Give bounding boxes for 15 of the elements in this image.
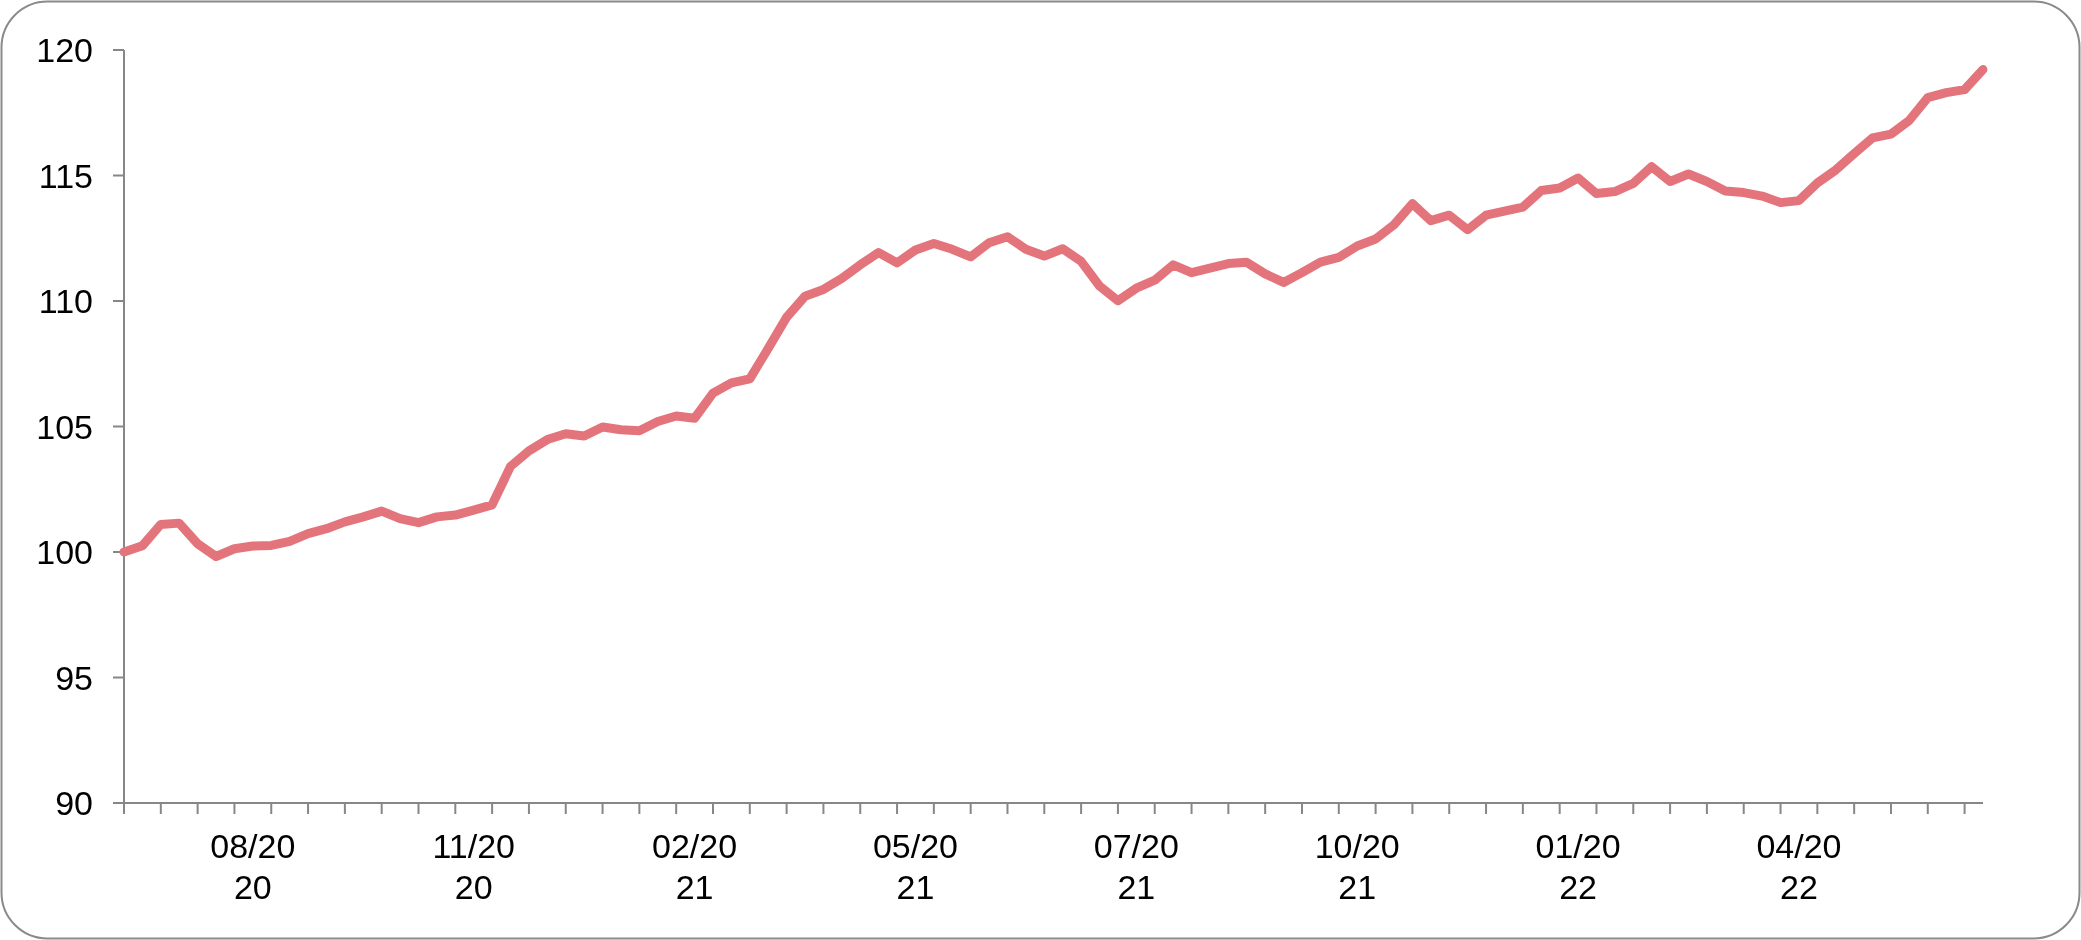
y-tick-label: 105	[36, 407, 93, 446]
x-tick-label: 08/2020	[210, 827, 296, 906]
y-tick-label: 100	[36, 533, 93, 571]
x-tick-label: 02/2021	[652, 827, 738, 906]
x-tick-label: 04/2022	[1756, 827, 1842, 906]
x-tick-label: 07/2021	[1093, 827, 1179, 906]
y-tick-label: 120	[36, 31, 93, 69]
x-tick-label: 10/2021	[1314, 827, 1400, 906]
x-tick-label: 01/2022	[1535, 827, 1621, 906]
y-tick-label: 110	[38, 282, 93, 320]
y-tick-label: 90	[55, 784, 93, 822]
x-tick-label: 05/2021	[872, 827, 958, 906]
x-tick-label: 11/2020	[432, 827, 515, 906]
y-tick-label: 115	[38, 156, 93, 195]
y-tick-label: 95	[55, 658, 93, 697]
